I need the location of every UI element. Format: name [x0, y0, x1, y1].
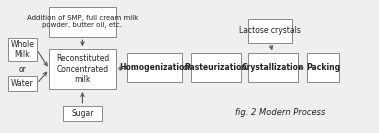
FancyBboxPatch shape [307, 53, 339, 82]
Text: Packing: Packing [306, 63, 340, 72]
FancyBboxPatch shape [49, 49, 116, 89]
Text: fig. 2 Modern Process: fig. 2 Modern Process [235, 108, 325, 117]
Text: Whole
Milk: Whole Milk [11, 40, 34, 59]
FancyBboxPatch shape [248, 19, 292, 43]
Text: Lactose crystals: Lactose crystals [239, 26, 301, 35]
FancyBboxPatch shape [49, 7, 116, 37]
Text: Pasteurization: Pasteurization [185, 63, 247, 72]
FancyBboxPatch shape [127, 53, 182, 82]
FancyBboxPatch shape [8, 38, 37, 61]
FancyBboxPatch shape [8, 76, 37, 91]
FancyBboxPatch shape [191, 53, 241, 82]
Text: Sugar: Sugar [71, 109, 94, 118]
FancyBboxPatch shape [248, 53, 298, 82]
Text: Homogenization: Homogenization [119, 63, 190, 72]
Text: or: or [19, 65, 27, 74]
Text: Reconstituted
Concentrated
milk: Reconstituted Concentrated milk [56, 54, 109, 84]
Text: Addition of SMP, full cream milk
powder, butter oil, etc.: Addition of SMP, full cream milk powder,… [27, 15, 138, 28]
Text: Water: Water [11, 79, 34, 88]
FancyBboxPatch shape [63, 106, 102, 121]
Text: Crystallization: Crystallization [242, 63, 304, 72]
